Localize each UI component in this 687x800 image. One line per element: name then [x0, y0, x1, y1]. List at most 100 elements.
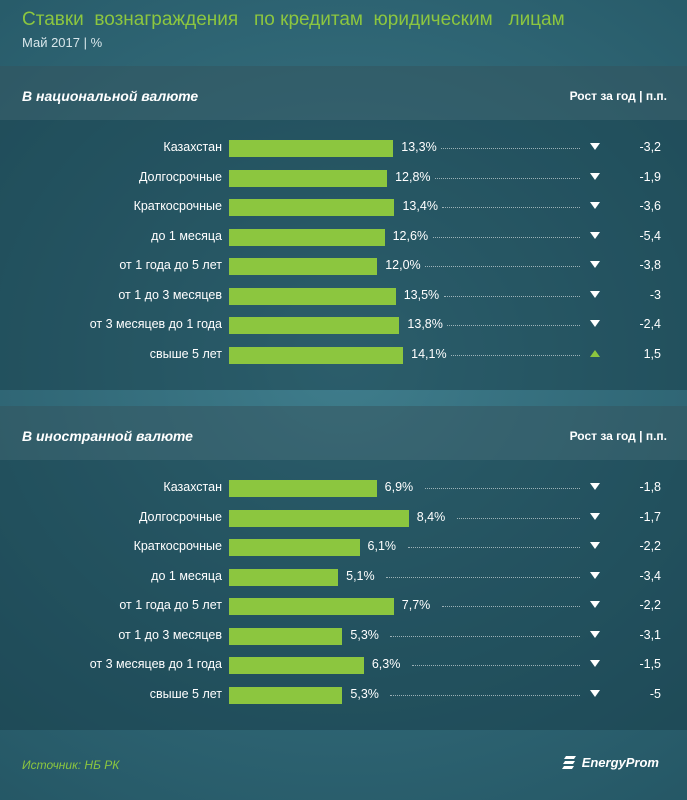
chart-row: свыше 5 лет 5,3% -5 — [0, 681, 687, 710]
leader-line — [442, 207, 580, 208]
category-label: Краткосрочные — [133, 539, 222, 553]
chart-title: Ставки вознаграждения по кредитам юридич… — [22, 9, 565, 30]
triangle-down-icon — [590, 689, 600, 697]
bar — [229, 686, 343, 704]
logo-icon — [561, 756, 576, 769]
bar — [229, 627, 343, 645]
leader-line — [441, 148, 580, 149]
triangle-down-icon — [590, 571, 600, 579]
chart-row: до 1 месяца 12,6% -5,4 — [0, 223, 687, 252]
leader-line — [411, 665, 580, 666]
bar — [229, 346, 404, 364]
triangle-down-icon — [590, 630, 600, 638]
growth-value: -1,8 — [639, 480, 661, 494]
triangle-down-icon — [590, 483, 600, 490]
growth-value: -1,9 — [639, 169, 661, 184]
chart-row: от 1 года до 5 лет 12,0% -3,8 — [0, 252, 687, 281]
leader-line — [386, 576, 580, 578]
growth-value: -3 — [649, 287, 661, 302]
data-label: 7,7% — [401, 598, 431, 612]
category-label: до 1 месяца — [151, 568, 222, 583]
leader-line — [407, 547, 580, 548]
growth-value: -3,2 — [639, 140, 661, 154]
chart-row: Краткосрочные 13,4% -3,6 — [0, 193, 687, 222]
category-label: от 1 до 3 месяцев — [118, 627, 222, 642]
category-label: до 1 месяца — [151, 228, 222, 243]
data-label: 12,8% — [395, 169, 431, 184]
triangle-down-icon — [590, 143, 600, 150]
category-label: Долгосрочные — [138, 169, 222, 184]
chart-subtitle: Май 2017 | % — [22, 35, 103, 50]
chart-row: от 1 года до 5 лет 7,7% -2,2 — [0, 592, 687, 621]
triangle-down-icon — [590, 601, 600, 608]
category-label: от 3 месяцев до 1 года — [89, 657, 222, 671]
growth-column-header: Рост за год | п.п. — [569, 89, 667, 103]
chart-row: от 1 до 3 месяцев 13,5% -3 — [0, 282, 687, 311]
chart-row: свыше 5 лет 14,1% 1,5 — [0, 341, 687, 370]
triangle-down-icon — [590, 172, 600, 180]
energyprom-logo: EnergyProm — [561, 754, 659, 770]
panel-title: В национальной валюте — [22, 88, 199, 104]
chart-row: до 1 месяца 5,1% -3,4 — [0, 563, 687, 592]
growth-value: -3,6 — [639, 199, 661, 213]
bar — [229, 539, 360, 556]
leader-line — [456, 517, 580, 519]
bar — [229, 228, 385, 246]
data-label: 14,1% — [411, 346, 447, 361]
source-note: Источник: НБ РК — [22, 758, 120, 772]
data-label: 13,8% — [407, 317, 443, 331]
growth-value: -2,2 — [639, 539, 661, 553]
growth-value: 1,5 — [643, 346, 661, 361]
data-label: 5,1% — [346, 568, 375, 583]
bar — [229, 317, 400, 334]
growth-column-header: Рост за год | п.п. — [569, 429, 667, 443]
growth-value: -1,7 — [639, 509, 661, 524]
chart-row: Долгосрочные 8,4% -1,7 — [0, 504, 687, 533]
chart-row: от 1 до 3 месяцев 5,3% -3,1 — [0, 622, 687, 651]
chart-row: Долгосрочные 12,8% -1,9 — [0, 164, 687, 193]
data-label: 13,3% — [401, 140, 437, 154]
data-label: 6,1% — [367, 539, 397, 553]
leader-line — [447, 325, 580, 326]
bar — [229, 140, 394, 157]
data-label: 8,4% — [416, 509, 446, 524]
growth-value: -3,8 — [639, 258, 661, 272]
chart-row: Казахстан 6,9% -1,8 — [0, 474, 687, 503]
bar — [229, 169, 388, 187]
leader-line — [435, 177, 580, 179]
triangle-down-icon — [590, 660, 600, 667]
leader-line — [441, 606, 580, 607]
triangle-down-icon — [590, 231, 600, 239]
growth-value: -5,4 — [639, 228, 661, 243]
national-currency-panel: В национальной валюте Рост за год | п.п.… — [0, 66, 687, 390]
triangle-down-icon — [590, 202, 600, 209]
growth-value: -2,2 — [639, 598, 661, 612]
leader-line — [432, 236, 580, 238]
growth-value: -5 — [649, 686, 661, 701]
data-label: 5,3% — [350, 686, 379, 701]
data-label: 6,3% — [371, 657, 401, 671]
category-label: от 3 месяцев до 1 года — [89, 317, 222, 331]
category-label: свыше 5 лет — [149, 346, 222, 361]
data-label: 12,6% — [392, 228, 429, 243]
category-label: Казахстан — [163, 480, 222, 494]
panel-header-band — [0, 406, 687, 460]
leader-line — [390, 694, 580, 696]
bar — [229, 657, 364, 674]
category-label: от 1 до 3 месяцев — [118, 287, 222, 302]
category-label: Краткосрочные — [133, 199, 222, 213]
leader-line — [424, 488, 580, 489]
category-label: от 1 года до 5 лет — [119, 258, 222, 272]
panel-header-band — [0, 66, 687, 120]
category-label: Долгосрочные — [138, 509, 222, 524]
chart-row: от 3 месяцев до 1 года 6,3% -1,5 — [0, 651, 687, 680]
category-label: свыше 5 лет — [149, 686, 222, 701]
data-label: 12,0% — [385, 258, 421, 272]
leader-line — [390, 635, 580, 637]
triangle-down-icon — [590, 261, 600, 268]
bar — [229, 199, 395, 216]
leader-line — [425, 266, 580, 267]
data-label: 6,9% — [384, 480, 414, 494]
bar — [229, 509, 409, 527]
logo-text: EnergyProm — [581, 754, 659, 770]
